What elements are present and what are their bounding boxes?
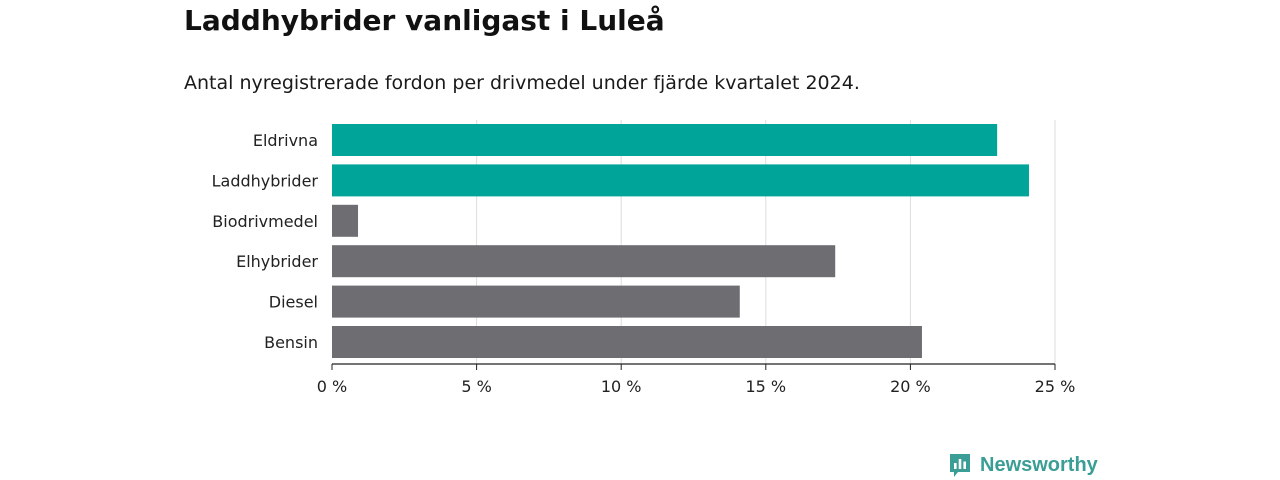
category-label: Bensin	[264, 333, 318, 352]
x-tick-label: 0 %	[317, 377, 347, 396]
x-tick-label: 15 %	[745, 377, 786, 396]
bar-chart: Eldrivna Laddhybrider Biodrivmedel Elhybrid…	[212, 120, 1076, 396]
category-label: Biodrivmedel	[212, 212, 318, 231]
bar-elhybrider	[332, 245, 836, 278]
bar-laddhybrider	[332, 164, 1029, 197]
x-tick-label: 25 %	[1035, 377, 1076, 396]
grid-lines	[476, 120, 1056, 364]
category-label: Diesel	[269, 293, 318, 312]
bar-diesel	[332, 285, 740, 318]
category-labels: Eldrivna Laddhybrider Biodrivmedel Elhybrid…	[212, 131, 319, 352]
x-tick-label: 5 %	[461, 377, 491, 396]
bar-biodrivmedel	[332, 204, 359, 237]
newsworthy-brand: Newsworthy	[948, 450, 1098, 480]
bar-bensin	[332, 326, 922, 358]
category-label: Eldrivna	[253, 131, 318, 150]
bars	[332, 124, 1029, 358]
x-axis-ticks: 0 % 5 % 10 % 15 % 20 % 25 %	[317, 364, 1076, 396]
bar-eldrivna	[332, 124, 998, 156]
x-tick-label: 10 %	[601, 377, 642, 396]
newsworthy-logo-icon	[950, 454, 970, 477]
chart-title: Laddhybrider vanligast i Luleå	[184, 4, 665, 37]
category-label: Elhybrider	[236, 252, 318, 271]
category-label: Laddhybrider	[212, 171, 319, 190]
x-tick-label: 20 %	[890, 377, 931, 396]
chart-subtitle: Antal nyregistrerade fordon per drivmede…	[184, 72, 860, 94]
brand-name: Newsworthy	[980, 453, 1098, 476]
